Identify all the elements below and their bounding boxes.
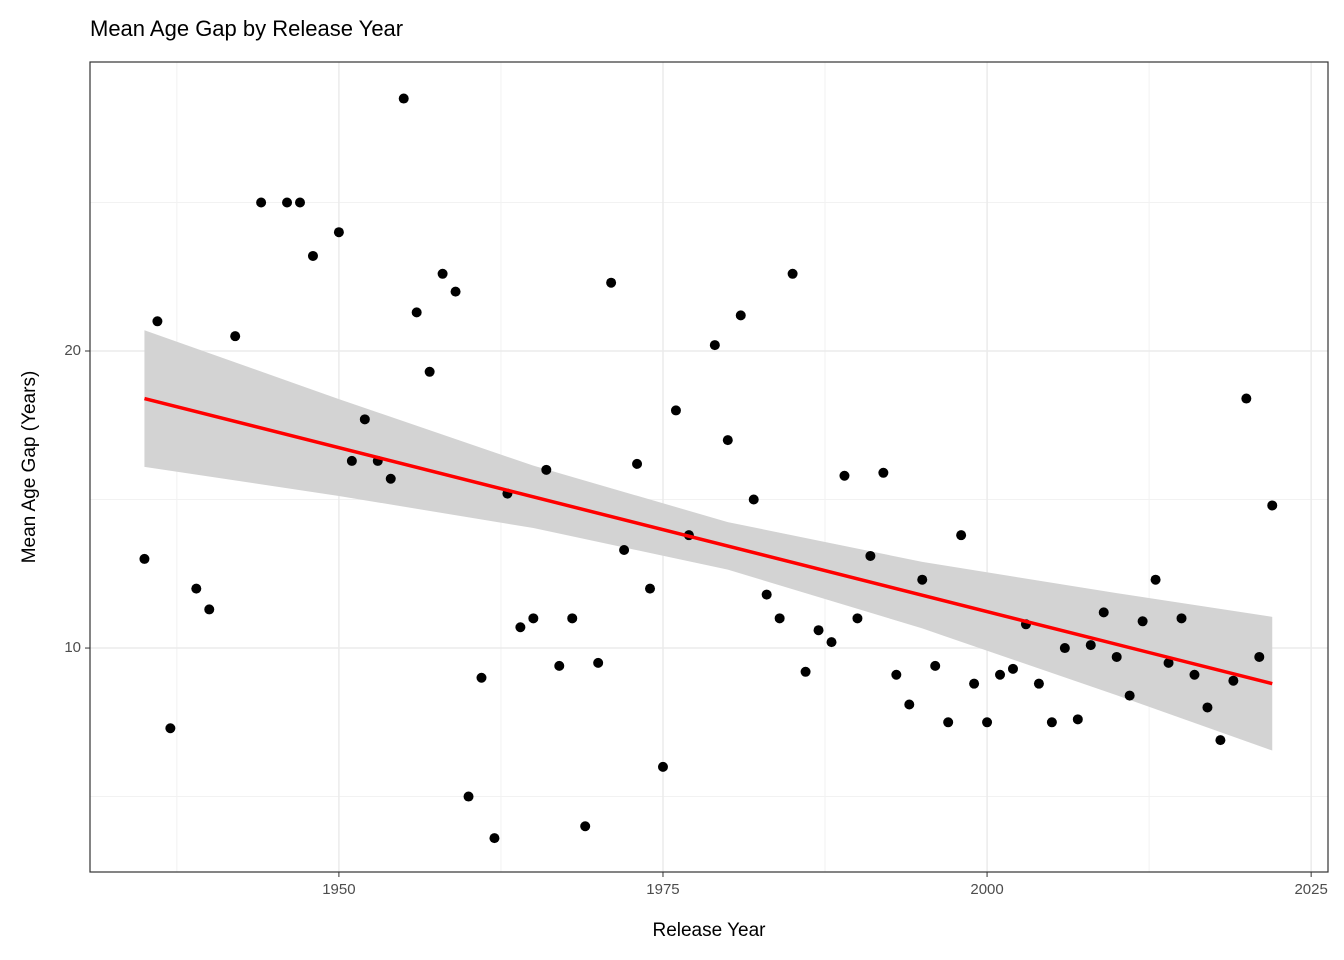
point [593,657,604,668]
point [632,458,643,469]
x-tick-label: 1950 [322,881,355,898]
point [852,613,863,624]
point [1085,640,1096,651]
point [295,197,306,208]
point [735,310,746,321]
point [385,473,396,484]
point [463,791,474,802]
point [761,589,772,600]
point [515,622,526,633]
point [424,366,435,377]
point [891,669,902,680]
point [230,331,241,342]
point [1111,651,1122,662]
point [489,833,500,844]
point [956,530,967,541]
point [1098,607,1109,618]
point [1267,500,1278,511]
x-tick-label: 1975 [646,881,679,898]
point [139,553,150,564]
chart-title: Mean Age Gap by Release Year [90,16,403,41]
point [165,723,176,734]
point [1176,613,1187,624]
y-axis-label: Mean Age Gap (Years) [19,371,40,564]
point [865,550,876,561]
point [904,699,915,710]
point [657,761,668,772]
point [969,678,980,689]
point [450,286,461,297]
x-tick-label: 2025 [1294,881,1327,898]
point [709,340,720,351]
fit-line [144,396,1273,686]
point [800,666,811,677]
point [152,316,163,327]
point [1189,669,1200,680]
point [982,717,993,728]
y-tick-label: 10 [64,639,81,656]
point [1254,651,1265,662]
point [1137,616,1148,627]
point [917,574,928,585]
point [1163,657,1174,668]
point [826,637,837,648]
point [1241,393,1252,404]
point [333,227,344,238]
point [813,625,824,636]
point [1202,702,1213,713]
point [943,717,954,728]
point [359,414,370,425]
point [995,669,1006,680]
point [398,93,409,104]
point [722,435,733,446]
point [1046,717,1057,728]
point [437,268,448,279]
point [645,583,656,594]
point [346,455,357,466]
point [606,277,617,288]
x-tick-label: 2000 [970,881,1003,898]
point [476,672,487,683]
point [204,604,215,615]
y-tick-label: 20 [64,342,81,359]
point [541,464,552,475]
point [307,250,318,261]
panel-border [89,61,1329,873]
point [1150,574,1161,585]
point [528,613,539,624]
point [839,470,850,481]
point [256,197,267,208]
point [1124,690,1135,701]
point [1033,678,1044,689]
point [1007,663,1018,674]
point [878,467,889,478]
point [1215,735,1226,746]
point [670,405,681,416]
point [774,613,785,624]
point [787,268,798,279]
point [1072,714,1083,725]
point [1228,675,1239,686]
point [567,613,578,624]
point [191,583,202,594]
point [282,197,293,208]
point [619,545,630,556]
point [1059,643,1070,654]
x-axis-label: Release Year [652,920,766,941]
point [411,307,422,318]
point [748,494,759,505]
point [930,660,941,671]
point [580,821,591,832]
point [554,660,565,671]
